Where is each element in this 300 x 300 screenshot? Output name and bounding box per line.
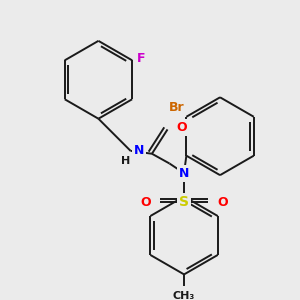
Text: S: S: [179, 195, 189, 209]
Text: Br: Br: [169, 100, 184, 113]
Text: F: F: [136, 52, 145, 65]
Text: H: H: [121, 156, 130, 166]
Text: N: N: [134, 144, 144, 157]
Text: CH₃: CH₃: [173, 291, 195, 300]
Text: O: O: [217, 196, 228, 209]
Text: O: O: [140, 196, 151, 209]
Text: N: N: [179, 167, 189, 180]
Text: O: O: [176, 121, 187, 134]
